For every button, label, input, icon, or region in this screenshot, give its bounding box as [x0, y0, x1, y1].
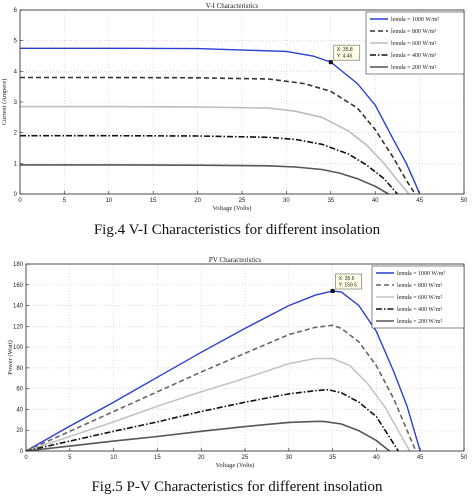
pv-y-tick-label: 140	[13, 304, 24, 310]
pv-x-tick-label: 5	[68, 455, 72, 461]
vi-y-tick-label: 0	[14, 192, 18, 198]
pv-series-line-2	[25, 357, 411, 452]
pv-x-tick-label: 30	[285, 455, 292, 461]
vi-datatip-text: X: 35.8	[337, 47, 353, 53]
vi-y-tick-label: 2	[14, 131, 18, 137]
pv-chart-svg: 0 5 10 15 20 25 30 35 40 45 50 0 20 40 60 80 100 120 140 16…	[7, 256, 468, 469]
vi-legend-label-2: lemda = 600 W/m²	[391, 41, 436, 47]
vi-legend-label-1: lemda = 800 W/m²	[391, 29, 436, 35]
vi-x-tick-label: 0	[18, 198, 22, 204]
vi-x-tick-label: 45	[416, 198, 423, 204]
pv-y-tick-label: 80	[16, 366, 23, 372]
vi-x-tick-label: 15	[150, 198, 157, 204]
vi-x-tick-label: 20	[194, 198, 201, 204]
pv-legend-label-1: lemda = 800 W/m²	[397, 283, 442, 289]
vi-chart-title: V-I Characteristics	[206, 2, 259, 10]
pv-chart: 0 5 10 15 20 25 30 35 40 45 50 0 20 40 60 80 100 120 140 16…	[0, 252, 474, 474]
pv-y-tick-label: 40	[16, 407, 23, 413]
vi-y-axis-label: Current (Ampere)	[1, 79, 8, 126]
pv-x-axis-label: Voltage (Volts)	[216, 462, 255, 469]
pv-series-line-3	[25, 388, 399, 452]
vi-x-axis-label: Voltage (Volts)	[213, 205, 252, 212]
vi-datatip-marker	[328, 60, 333, 65]
pv-chart-title: PV Characteristics	[209, 256, 261, 264]
vi-x-tick-label: 10	[105, 198, 112, 204]
pv-legend-label-4: lemda = 200 W/m²	[397, 319, 442, 325]
vi-datatip-box	[333, 44, 361, 61]
vi-legend-label-0: lemda = 1000 W/m²	[391, 17, 439, 23]
pv-legend-label-3: lemda = 400 W/m²	[397, 307, 442, 313]
vi-series-line-1	[20, 76, 416, 195]
vi-y-tick-label: 5	[14, 39, 18, 45]
vi-datatip-text: Y: 4.46	[337, 54, 353, 60]
pv-y-axis-label: Power (Watt)	[7, 340, 14, 375]
vi-x-tick-label: 5	[63, 198, 67, 204]
pv-x-tick-label: 45	[417, 455, 424, 461]
pv-series-line-1	[25, 324, 417, 452]
vi-series-line-0	[20, 47, 421, 195]
vi-y-tick-label: 3	[14, 100, 18, 106]
vi-x-tick-label: 50	[461, 198, 468, 204]
vi-legend-label-3: lemda = 400 W/m²	[391, 53, 436, 59]
vi-chart: 0 5 10 15 20 25 30 35 40 45 50 0 1 2 3 4 5 6 V-I Character…	[0, 0, 474, 212]
pv-datatip-marker	[330, 289, 335, 294]
pv-legend-label-0: lemda = 1000 W/m²	[397, 271, 445, 277]
vi-y-tick-label: 1	[14, 161, 18, 167]
pv-series-line-0	[25, 290, 421, 452]
pv-x-tick-label: 0	[24, 455, 28, 461]
vi-legend-label-4: lemda = 200 W/m²	[391, 65, 436, 71]
vi-x-tick-label: 40	[372, 198, 379, 204]
pv-y-tick-label: 60	[16, 387, 23, 393]
vi-x-tick-label: 25	[239, 198, 246, 204]
pv-x-tick-label: 25	[242, 455, 249, 461]
vi-series-line-2	[20, 105, 410, 195]
vi-series-line-3	[20, 134, 399, 195]
pv-x-tick-label: 40	[373, 455, 380, 461]
vi-y-tick-label: 4	[14, 69, 18, 75]
pv-x-tick-label: 20	[198, 455, 205, 461]
pv-y-tick-label: 100	[13, 345, 24, 351]
vi-series-line-4	[20, 164, 389, 195]
pv-y-tick-label: 0	[20, 449, 24, 455]
pv-series-line-4	[25, 420, 390, 452]
pv-legend-label-2: lemda = 600 W/m²	[397, 295, 442, 301]
pv-x-tick-label: 35	[329, 455, 336, 461]
pv-y-tick-label: 20	[16, 428, 23, 434]
vi-x-tick-label: 30	[283, 198, 290, 204]
pv-datatip-text: Y: 159.5	[339, 283, 358, 289]
pv-y-tick-label: 120	[13, 324, 24, 330]
vi-y-tick-label: 6	[14, 8, 18, 14]
pv-x-tick-label: 10	[110, 455, 117, 461]
fig4-caption: Fig.4 V-I Characteristics for different …	[93, 222, 381, 238]
pv-x-tick-label: 50	[461, 455, 468, 461]
pv-y-tick-label: 160	[13, 283, 24, 289]
pv-x-tick-label: 15	[154, 455, 161, 461]
fig5-caption: Fig.5 P-V Characteristics for different …	[91, 479, 383, 495]
vi-x-tick-label: 35	[327, 198, 334, 204]
pv-datatip-text: X: 35.6	[339, 276, 355, 282]
pv-datatip-box	[335, 273, 362, 290]
pv-y-tick-label: 180	[13, 262, 24, 268]
